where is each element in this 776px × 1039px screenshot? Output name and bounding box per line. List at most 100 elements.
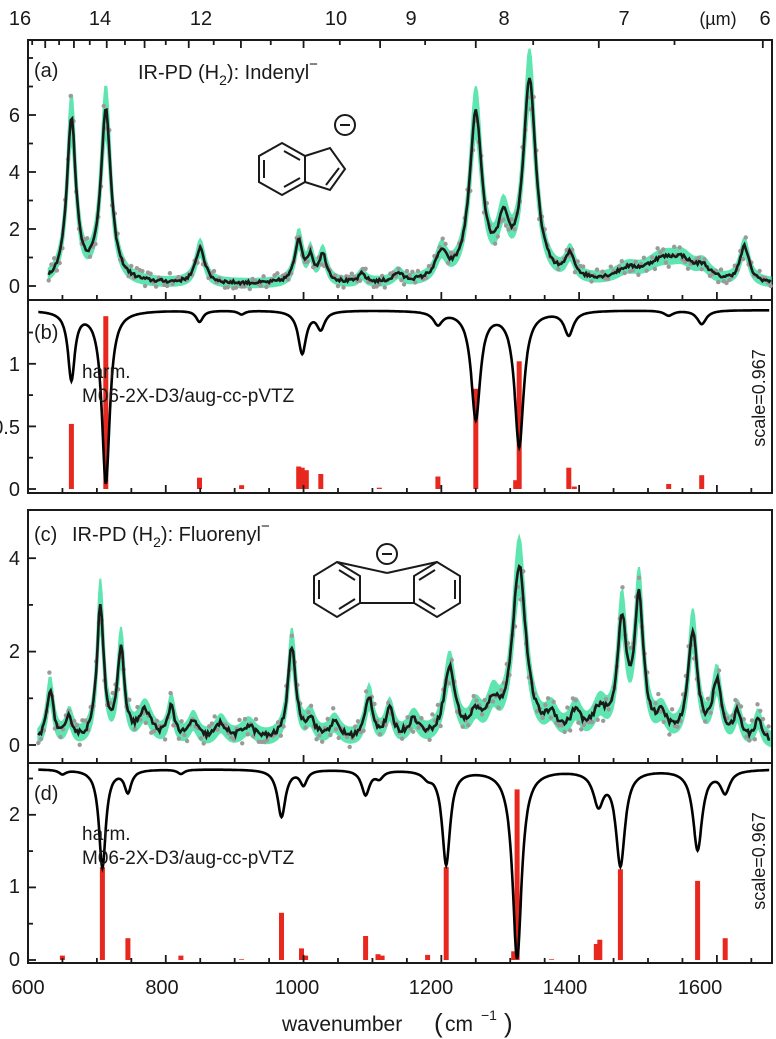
raw-point — [68, 93, 73, 99]
raw-point — [636, 575, 642, 580]
raw-point — [636, 272, 641, 277]
raw-point — [741, 717, 746, 722]
panel-d-frame — [27, 762, 773, 964]
top-axis-unit: (µm) — [699, 9, 736, 29]
raw-point — [675, 724, 680, 729]
x-axis-paren-open: ( — [434, 1008, 443, 1038]
panel-d-simulated-spectrum — [38, 768, 770, 960]
a-ytick-6: 6 — [9, 105, 20, 127]
raw-point — [286, 277, 291, 282]
stick-bar — [363, 936, 369, 960]
axis-ticks — [27, 40, 764, 963]
a-ytick-2: 2 — [9, 219, 20, 241]
raw-point — [661, 719, 666, 725]
raw-point — [663, 260, 669, 265]
raw-point — [685, 266, 691, 271]
a-ytick-4: 4 — [9, 162, 20, 184]
stick-bar — [379, 955, 385, 960]
raw-point — [738, 704, 744, 709]
stick-bar — [566, 467, 572, 489]
raw-point — [749, 718, 755, 723]
raw-point — [47, 670, 52, 675]
raw-point — [702, 257, 707, 262]
raw-point — [661, 247, 666, 252]
raw-point — [46, 278, 51, 283]
raw-point — [170, 281, 175, 286]
raw-point — [427, 737, 432, 742]
raw-point — [382, 285, 387, 290]
raw-point — [766, 724, 771, 729]
stick-bar — [617, 869, 623, 961]
raw-point — [85, 236, 90, 241]
x-tick-1400: 1400 — [543, 977, 588, 999]
raw-point — [54, 268, 60, 273]
raw-point — [396, 266, 401, 271]
raw-point — [471, 693, 476, 699]
panel-b-scale: scale=0.967 — [749, 349, 769, 447]
raw-point — [474, 698, 479, 703]
raw-point — [653, 701, 658, 706]
panel-a-average-line — [47, 77, 772, 287]
raw-point — [127, 697, 132, 702]
raw-point — [410, 729, 416, 734]
raw-point — [336, 735, 341, 741]
raw-point — [581, 722, 587, 728]
raw-point — [565, 705, 570, 710]
raw-point — [211, 268, 217, 274]
raw-point — [443, 241, 448, 247]
raw-point — [744, 734, 749, 739]
raw-point — [126, 274, 131, 279]
raw-point — [705, 696, 711, 701]
raw-point — [182, 732, 187, 738]
raw-point — [364, 689, 369, 694]
stick-bar — [178, 955, 184, 960]
top-tick-label-14: 14 — [89, 8, 111, 30]
raw-point — [176, 736, 182, 741]
raw-point — [258, 283, 263, 288]
raw-point — [245, 732, 250, 737]
raw-point — [655, 246, 660, 251]
x-tick-1600: 1600 — [678, 977, 723, 999]
raw-point — [677, 245, 682, 250]
stick-bar — [511, 951, 517, 960]
stick-bar — [59, 955, 65, 960]
stick-bar — [279, 912, 284, 960]
stick-bar — [103, 316, 109, 489]
top-tick-label-7: 7 — [618, 8, 629, 30]
stick-bar — [197, 477, 202, 489]
panel-d-y-labels: 0 1 2 — [9, 804, 20, 971]
raw-point — [518, 597, 523, 602]
raw-point — [198, 736, 204, 741]
raw-point — [363, 266, 368, 271]
stick-bar — [125, 938, 131, 960]
raw-point — [209, 721, 215, 726]
raw-point — [740, 256, 746, 262]
panel-d-method-line1: harm. — [82, 824, 131, 845]
panel-a-title: IR-PD (H2): Indenyl− — [138, 56, 318, 88]
raw-point — [247, 286, 252, 292]
panel-b-simulated-spectrum — [38, 309, 770, 485]
raw-point — [353, 724, 358, 729]
stick-bar — [443, 867, 449, 960]
panel-d-plot — [38, 768, 770, 961]
top-tick-label-6: 6 — [759, 8, 770, 30]
x-tick-1000: 1000 — [275, 977, 320, 999]
raw-point — [305, 259, 310, 264]
panel-a-y-labels: 0 2 4 6 — [9, 105, 20, 298]
raw-point — [724, 280, 729, 286]
d-ytick-0: 0 — [9, 949, 20, 971]
raw-point — [501, 217, 506, 222]
stick-bar — [514, 789, 520, 960]
stick-bar — [513, 480, 519, 489]
raw-point — [148, 271, 153, 276]
raw-point — [581, 264, 586, 269]
raw-point — [308, 703, 314, 708]
raw-point — [506, 227, 511, 232]
raw-point — [499, 688, 504, 693]
raw-point — [732, 263, 737, 268]
x-axis-labels: 600 800 1000 1200 1400 1600 — [11, 977, 722, 999]
panel-d-scale: scale=0.967 — [749, 812, 769, 910]
raw-point — [666, 264, 671, 269]
stick-bar — [549, 959, 555, 960]
